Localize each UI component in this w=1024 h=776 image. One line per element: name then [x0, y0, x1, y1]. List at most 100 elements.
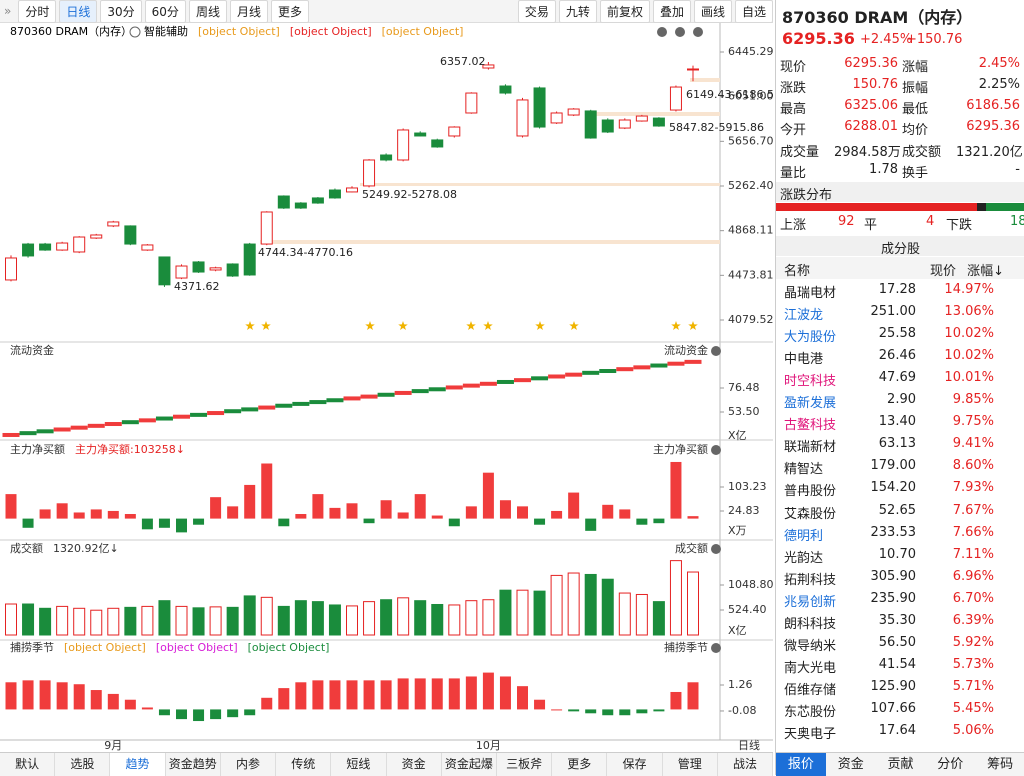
chart-title: 870360 DRAM（内存）	[10, 24, 132, 38]
stock-name[interactable]: 普冉股份	[784, 484, 837, 500]
panel-title: 流动资金	[10, 343, 54, 357]
bottom-tab[interactable]: 资金起爆	[442, 753, 497, 776]
toolbar-button[interactable]: 叠加	[652, 0, 691, 23]
flow-step	[326, 398, 344, 403]
toolbar-button[interactable]: 分时	[18, 0, 57, 23]
bar	[534, 699, 546, 710]
star-icon	[688, 321, 698, 331]
toolbar-button[interactable]: 60分	[144, 0, 186, 23]
bottom-tab[interactable]: 传统	[276, 753, 332, 776]
toolbar-button[interactable]: 30分	[100, 0, 142, 23]
bottom-tab[interactable]: 趋势	[110, 753, 166, 776]
right-tab[interactable]: 分价	[937, 757, 964, 772]
bar	[670, 461, 682, 519]
toolbar-button[interactable]: 自选	[734, 0, 773, 23]
bar	[107, 693, 119, 710]
bar	[465, 600, 478, 636]
bottom-tab[interactable]: 资金	[387, 753, 442, 776]
bottom-tab[interactable]: 选股	[55, 753, 111, 776]
bottom-tab[interactable]: 三板斧	[497, 753, 553, 776]
quote-change: +150.76	[906, 32, 963, 47]
toolbar-button[interactable]: 日线	[59, 0, 98, 23]
toolbar-button[interactable]: 月线	[229, 0, 268, 23]
assist[interactable]: 智能辅助	[144, 24, 188, 38]
toolbar-button[interactable]: 更多	[270, 0, 309, 23]
bar	[22, 680, 34, 710]
dist-flat-label: 平	[864, 218, 878, 233]
stock-change: 10.02%	[944, 326, 994, 342]
stock-change: 7.11%	[952, 546, 994, 562]
stock-price: 154.20	[870, 480, 917, 496]
stock-name[interactable]: 东芯股份	[784, 704, 837, 720]
star-icon	[365, 321, 375, 331]
quote-value: 150.76	[852, 77, 899, 92]
bar	[363, 518, 375, 524]
bar	[158, 709, 170, 716]
stock-name[interactable]: 光韵达	[784, 550, 824, 566]
stock-name[interactable]: 微导纳米	[784, 638, 837, 654]
bottom-tab[interactable]: 管理	[663, 753, 718, 776]
toolbar-button[interactable]: 画线	[693, 0, 732, 23]
toolbar-button[interactable]: 前复权	[599, 0, 650, 23]
stock-name[interactable]: 艾森股份	[784, 506, 837, 522]
bar	[465, 506, 477, 519]
right-tab[interactable]: 资金	[837, 757, 864, 772]
stock-name[interactable]: 江波龙	[784, 308, 824, 324]
candle-body	[601, 119, 614, 133]
bar	[516, 589, 529, 636]
panel-title: 捕捞季节	[10, 640, 54, 654]
star-icon	[671, 321, 681, 331]
stock-name[interactable]: 精智达	[784, 462, 824, 478]
bar	[687, 682, 699, 710]
bottom-tab[interactable]: 默认	[0, 753, 56, 776]
axis-unit: X万	[728, 524, 747, 537]
stock-name[interactable]: 天奥电子	[784, 727, 837, 742]
stock-name[interactable]: 联瑞新材	[784, 440, 837, 456]
bar	[278, 518, 290, 527]
bottom-tab[interactable]: 短线	[331, 753, 387, 776]
x-tick-label: 10月	[476, 739, 501, 752]
stock-name[interactable]: 晶瑞电材	[784, 286, 837, 301]
stock-name[interactable]: 南大光电	[784, 660, 837, 676]
bar	[295, 514, 307, 519]
bottom-tab[interactable]: 资金趋势	[166, 753, 221, 776]
stock-name[interactable]: 大为股份	[784, 330, 837, 346]
right-tab[interactable]: 贡献	[887, 757, 914, 772]
right-tab[interactable]: 筹码	[987, 757, 1014, 772]
stock-name[interactable]: 盈新发展	[784, 396, 837, 412]
bar	[295, 682, 307, 710]
stock-price: 25.58	[878, 326, 916, 342]
candle-body	[346, 187, 358, 193]
stock-name[interactable]: 佰维存储	[784, 682, 837, 698]
stock-name[interactable]: 时空科技	[784, 374, 837, 390]
annotation: 5847.82-5915.86	[669, 121, 764, 134]
stock-name[interactable]: 朗科科技	[784, 616, 837, 632]
dist-down: 18	[1010, 214, 1024, 229]
stock-name[interactable]: 古鳌科技	[784, 418, 837, 434]
stock-name[interactable]: 兆易创新	[784, 594, 837, 610]
bar	[22, 518, 34, 528]
stock-name[interactable]: 德明利	[784, 528, 824, 544]
toolbar-button[interactable]: 交易	[517, 0, 556, 23]
column-header: 名称	[784, 264, 811, 279]
stock-change: 5.06%	[952, 723, 994, 738]
indicator: [object Object]	[198, 25, 280, 38]
toolbar-button[interactable]: 周线	[188, 0, 227, 23]
bottom-tab[interactable]: 更多	[552, 753, 608, 776]
bottom-tab[interactable]: 战法	[718, 753, 774, 776]
bar	[107, 607, 120, 636]
bar	[431, 515, 443, 519]
toolbar-button[interactable]: 九转	[558, 0, 597, 23]
stock-name[interactable]: 中电港	[784, 352, 824, 368]
stock-price: 17.28	[878, 282, 916, 297]
right-tab[interactable]: 报价	[776, 753, 826, 776]
stock-name[interactable]: 拓荆科技	[784, 572, 837, 588]
dist-up: 92	[838, 214, 855, 229]
bar	[311, 601, 324, 636]
bottom-tab[interactable]: 保存	[607, 753, 663, 776]
bottom-tab[interactable]: 内参	[221, 753, 277, 776]
stock-price: 125.90	[870, 678, 917, 694]
bar	[517, 506, 528, 519]
quote-value: 6325.06	[844, 98, 898, 113]
bar	[244, 484, 256, 519]
